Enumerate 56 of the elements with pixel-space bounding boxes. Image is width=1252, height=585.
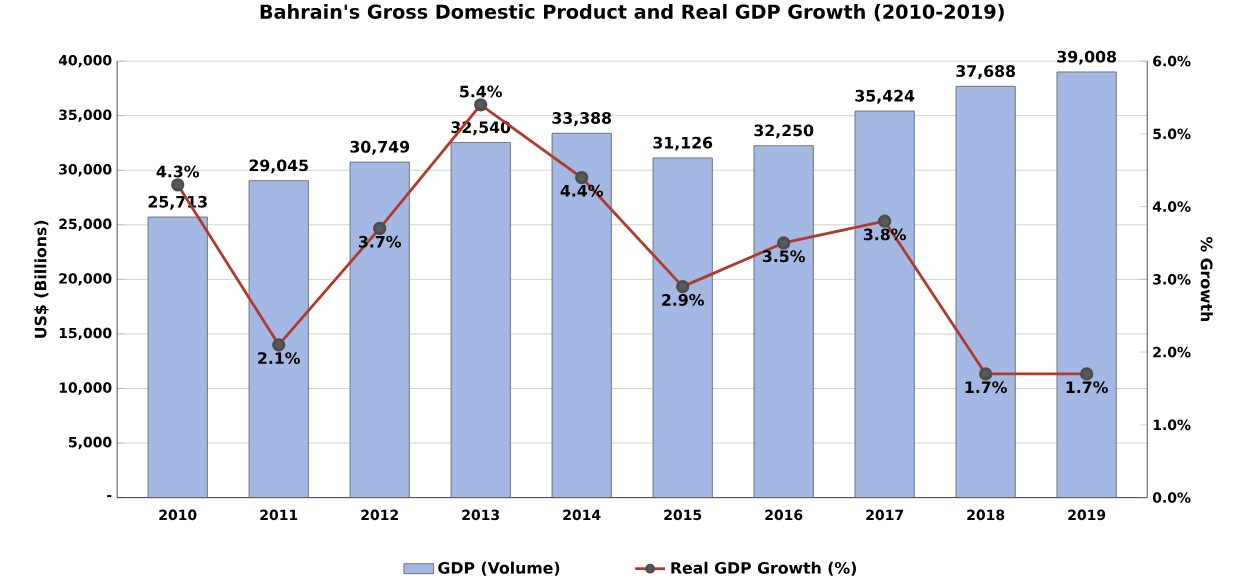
legend-label: Real GDP Growth (%): [671, 561, 856, 576]
y-tick-label: 10,000: [59, 382, 112, 395]
y-tick-label: -: [107, 495, 112, 498]
bar: [147, 216, 208, 498]
chart-title: Bahrain's Gross Domestic Product and Real GDP Growth (2010-2019): [260, 4, 1004, 22]
y2-tick-label: 5.0%: [1153, 128, 1191, 140]
data-label: 31,126: [653, 136, 713, 151]
y-tick-label: 15,000: [59, 327, 112, 341]
data-label: 1.7%: [965, 381, 1007, 394]
bar: [1056, 71, 1117, 498]
data-label: 5.4%: [460, 85, 503, 98]
y2-tick-label: 1.0%: [1153, 419, 1191, 431]
x-tick-label: 2011: [260, 509, 298, 521]
bar: [450, 142, 511, 498]
y-tick-label: 30,000: [59, 164, 112, 177]
data-label: 29,045: [249, 159, 308, 174]
legend-label: GDP (Volume): [438, 561, 560, 576]
y2-tick-label: 2.0%: [1153, 346, 1191, 358]
x-tick-label: 2016: [765, 509, 803, 521]
x-tick-label: 2015: [664, 509, 702, 521]
bar: [955, 86, 1016, 498]
data-label: 37,688: [956, 65, 1016, 80]
bar: [753, 145, 814, 498]
y-axis-title: US$ (Billions): [34, 220, 49, 338]
data-label: 2.1%: [258, 352, 301, 365]
y2-tick-label: 4.0%: [1152, 201, 1191, 212]
data-label: 33,388: [552, 112, 612, 126]
y-tick-label: 5,000: [69, 436, 112, 450]
bar: [349, 161, 410, 498]
y2-tick-label: 6.0%: [1153, 55, 1191, 67]
y-tick-label: 40,000: [58, 54, 112, 68]
y2-tick-label: 0.0%: [1152, 492, 1191, 503]
data-label: 39,008: [1057, 50, 1117, 65]
y2-axis-title: % Growth: [1200, 236, 1213, 322]
y-tick-label: 20,000: [59, 273, 112, 286]
data-label: 1.7%: [1066, 381, 1108, 394]
bar: [248, 180, 309, 498]
data-label: 35,424: [855, 89, 915, 104]
x-tick-label: 2012: [361, 509, 398, 521]
data-label: 4.3%: [156, 165, 200, 178]
y2-tick-label: 3.0%: [1153, 274, 1191, 285]
x-tick-label: 2017: [866, 509, 903, 521]
data-label: 32,250: [754, 124, 814, 139]
data-label: 30,749: [350, 140, 410, 155]
y-tick-label: 35,000: [59, 109, 112, 122]
bar: [551, 132, 612, 498]
y-tick-label: 25,000: [59, 218, 112, 231]
x-tick-label: 2014: [563, 509, 601, 521]
data-label: 2.9%: [662, 294, 704, 306]
data-label: 3.5%: [762, 250, 805, 263]
x-tick-label: 2018: [967, 509, 1005, 521]
bar: [652, 157, 713, 498]
x-tick-label: 2010: [159, 509, 197, 521]
x-tick-label: 2013: [462, 509, 500, 521]
bar: [854, 110, 915, 498]
x-tick-label: 2019: [1068, 509, 1106, 521]
